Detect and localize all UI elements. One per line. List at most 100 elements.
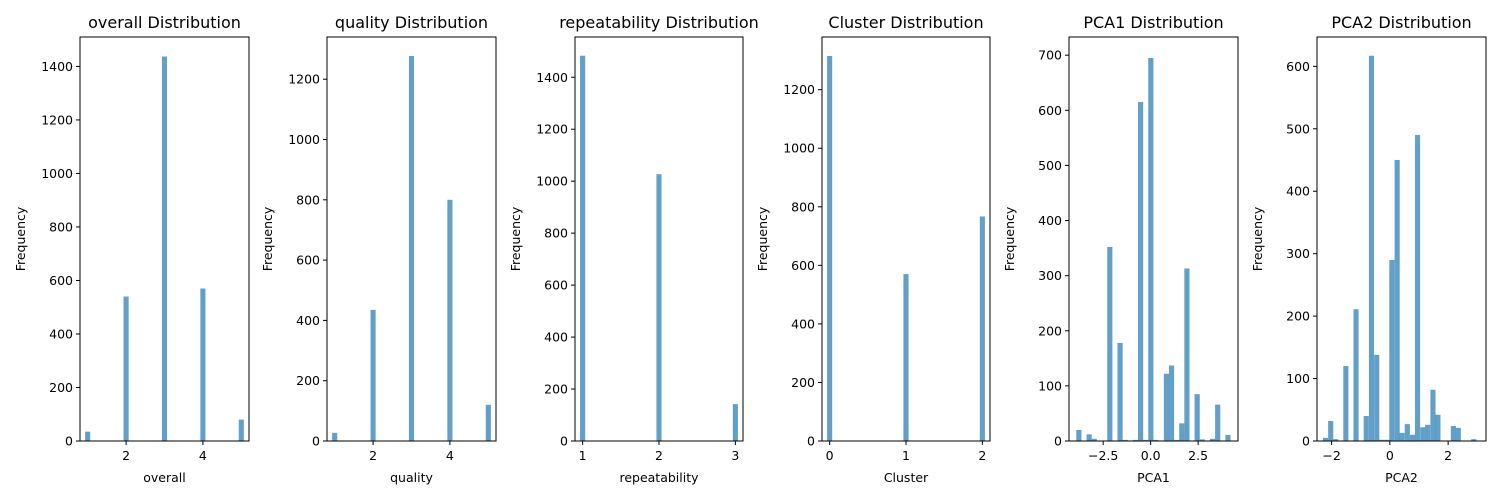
- bar-1-2: [123, 296, 129, 441]
- chart-title: PCA2 Distribution: [1331, 13, 1471, 32]
- bar-5-14: [1174, 439, 1180, 441]
- bar-1-3: [161, 56, 168, 441]
- y-tick-label: 400: [1286, 184, 1310, 199]
- bar-5-15: [1179, 423, 1185, 441]
- y-tick-label: 400: [296, 313, 320, 328]
- y-tick-label: 800: [791, 199, 815, 214]
- chart-title: Cluster Distribution: [828, 13, 983, 32]
- chart-title: repeatability Distribution: [559, 13, 759, 32]
- y-tick-label: 600: [1286, 59, 1310, 74]
- bar-5-9: [1143, 439, 1149, 441]
- y-tick-label: 200: [544, 382, 568, 397]
- x-tick-label: 2: [655, 448, 663, 463]
- bar-2-4: [447, 199, 453, 441]
- y-tick-label: 1200: [41, 112, 73, 127]
- bar-6-7: [1368, 55, 1375, 441]
- bar-1-4: [200, 288, 206, 441]
- bar-5-12: [1163, 373, 1169, 441]
- x-tick-label: 1: [579, 448, 587, 463]
- bar-6-6: [1363, 416, 1369, 441]
- bar-6-4: [1343, 366, 1349, 441]
- y-tick-label: 200: [296, 373, 320, 388]
- bar-5-19: [1209, 438, 1216, 441]
- chart-title: quality Distribution: [335, 13, 488, 32]
- axes-frame: [1068, 36, 1239, 442]
- bar-5-13: [1168, 365, 1175, 441]
- y-tick-label: 200: [1286, 309, 1310, 324]
- axes-frame: [79, 36, 250, 442]
- x-tick-label: 1: [902, 448, 910, 463]
- y-tick-label: 600: [1038, 103, 1062, 118]
- bar-5-11: [1153, 439, 1159, 441]
- bar-3-1: [580, 55, 586, 442]
- bar-6-15: [1410, 434, 1416, 441]
- x-tick-label: 0: [826, 448, 834, 463]
- bar-5-16: [1184, 268, 1190, 441]
- bar-6-3: [1333, 439, 1339, 441]
- bar-5-6: [1122, 439, 1128, 441]
- y-tick-label: 400: [791, 316, 815, 331]
- axes-frame: [326, 36, 497, 442]
- bar-3-2: [656, 174, 662, 441]
- y-axis-label: Frequency: [1250, 206, 1265, 271]
- chart-title: PCA1 Distribution: [1083, 13, 1223, 32]
- chart-panel-2: 0 200 400 600 800 1000 1200 2 4 quality Distribut…: [260, 13, 497, 485]
- y-tick-label: 1400: [41, 59, 73, 74]
- bar-6-16: [1414, 135, 1421, 441]
- bar-2-3: [408, 55, 415, 442]
- bar-6-22: [1455, 427, 1461, 441]
- bar-5-4: [1107, 246, 1113, 441]
- bar-6-19: [1430, 389, 1436, 441]
- bar-6-21: [1450, 426, 1456, 441]
- y-tick-label: 0: [807, 434, 815, 449]
- bar-5-5: [1117, 342, 1123, 441]
- chart-panel-5: 0 100 200 300 400 500 600 700 −2.5 0.0 2.5 PCA1 Dis…: [1002, 13, 1239, 485]
- chart-panel-1: 0 200 400 600 800 1000 1200 1400 2 4 overall Distr…: [13, 13, 250, 485]
- x-axis-label: PCA1: [1137, 470, 1170, 485]
- bar-5-7: [1132, 439, 1139, 441]
- x-axis-label: Cluster: [884, 470, 929, 485]
- y-tick-label: 100: [1038, 378, 1062, 393]
- x-tick-label: 4: [446, 448, 454, 463]
- y-tick-label: 0: [1054, 434, 1062, 449]
- bar-6-17: [1420, 427, 1426, 441]
- bar-6-20: [1435, 414, 1441, 441]
- x-tick-label: 2: [1444, 448, 1452, 463]
- y-tick-label: 1200: [288, 72, 320, 87]
- y-tick-label: 500: [1038, 158, 1062, 173]
- y-tick-label: 500: [1286, 121, 1310, 136]
- x-tick-label: 3: [731, 448, 739, 463]
- x-axis-label: quality: [390, 470, 433, 485]
- y-tick-label: 600: [791, 258, 815, 273]
- y-tick-label: 300: [1038, 268, 1062, 283]
- y-tick-label: 1200: [536, 122, 568, 137]
- bar-5-21: [1225, 434, 1231, 441]
- bar-1-5: [238, 419, 244, 441]
- bar-6-11: [1389, 259, 1395, 441]
- y-tick-label: 800: [49, 219, 73, 234]
- y-tick-label: 1000: [783, 141, 815, 156]
- x-axis-label: overall: [143, 470, 185, 485]
- y-tick-label: 400: [49, 326, 73, 341]
- x-tick-label: 0.0: [1141, 448, 1161, 463]
- x-tick-label: 2.5: [1188, 448, 1208, 463]
- bar-5-20: [1215, 404, 1221, 441]
- bar-3-3: [732, 404, 738, 441]
- bar-6-14: [1404, 424, 1410, 441]
- y-tick-label: 1000: [288, 132, 320, 147]
- x-tick-label: 2: [978, 448, 986, 463]
- y-tick-label: 1200: [783, 82, 815, 97]
- y-tick-label: 1400: [536, 70, 568, 85]
- x-axis-label: PCA2: [1385, 470, 1418, 485]
- chart-panel-3: 0 200 400 600 800 1000 1200 1400 1 2 3 repeatabilit…: [508, 13, 759, 485]
- bar-4-1: [827, 56, 833, 441]
- y-tick-label: 0: [65, 434, 73, 449]
- y-tick-label: 1000: [536, 174, 568, 189]
- bar-6-5: [1353, 309, 1359, 441]
- y-axis-label: Frequency: [13, 206, 28, 271]
- y-axis-label: Frequency: [1002, 206, 1017, 271]
- y-axis-label: Frequency: [260, 206, 275, 271]
- chart-panel-4: 0 200 400 600 800 1000 1200 0 1 2 Cluster Distribu…: [755, 13, 991, 485]
- bar-5-17: [1194, 394, 1200, 441]
- chart-panel-6: 0 100 200 300 400 500 600 −2 0 2 PCA2 Distribution…: [1250, 13, 1487, 485]
